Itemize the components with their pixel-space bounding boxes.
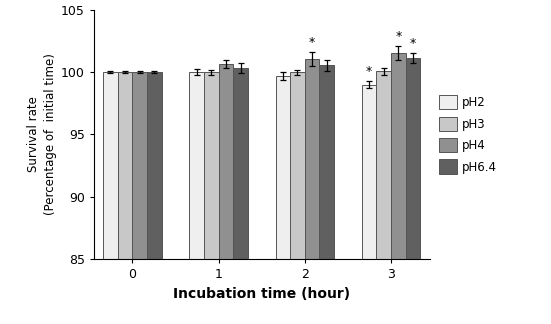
Bar bbox=[391, 53, 406, 259]
Bar bbox=[361, 85, 376, 259]
X-axis label: Incubation time (hour): Incubation time (hour) bbox=[173, 287, 350, 301]
Bar bbox=[276, 76, 290, 259]
Text: *: * bbox=[309, 36, 315, 49]
Bar bbox=[132, 72, 147, 259]
Text: *: * bbox=[395, 30, 402, 43]
Bar bbox=[118, 72, 132, 259]
Y-axis label: Survival rate
(Percentage of  initial time): Survival rate (Percentage of initial tim… bbox=[26, 53, 57, 215]
Bar bbox=[305, 59, 320, 259]
Bar bbox=[406, 58, 420, 259]
Text: *: * bbox=[366, 65, 372, 78]
Bar bbox=[290, 72, 305, 259]
Bar bbox=[219, 64, 233, 259]
Bar bbox=[103, 72, 118, 259]
Bar bbox=[376, 72, 391, 259]
Bar bbox=[147, 72, 162, 259]
Bar bbox=[320, 65, 334, 259]
Legend: pH2, pH3, pH4, pH6.4: pH2, pH3, pH4, pH6.4 bbox=[439, 95, 496, 174]
Bar bbox=[204, 72, 219, 259]
Bar bbox=[190, 72, 204, 259]
Bar bbox=[233, 68, 248, 259]
Text: *: * bbox=[410, 37, 416, 50]
